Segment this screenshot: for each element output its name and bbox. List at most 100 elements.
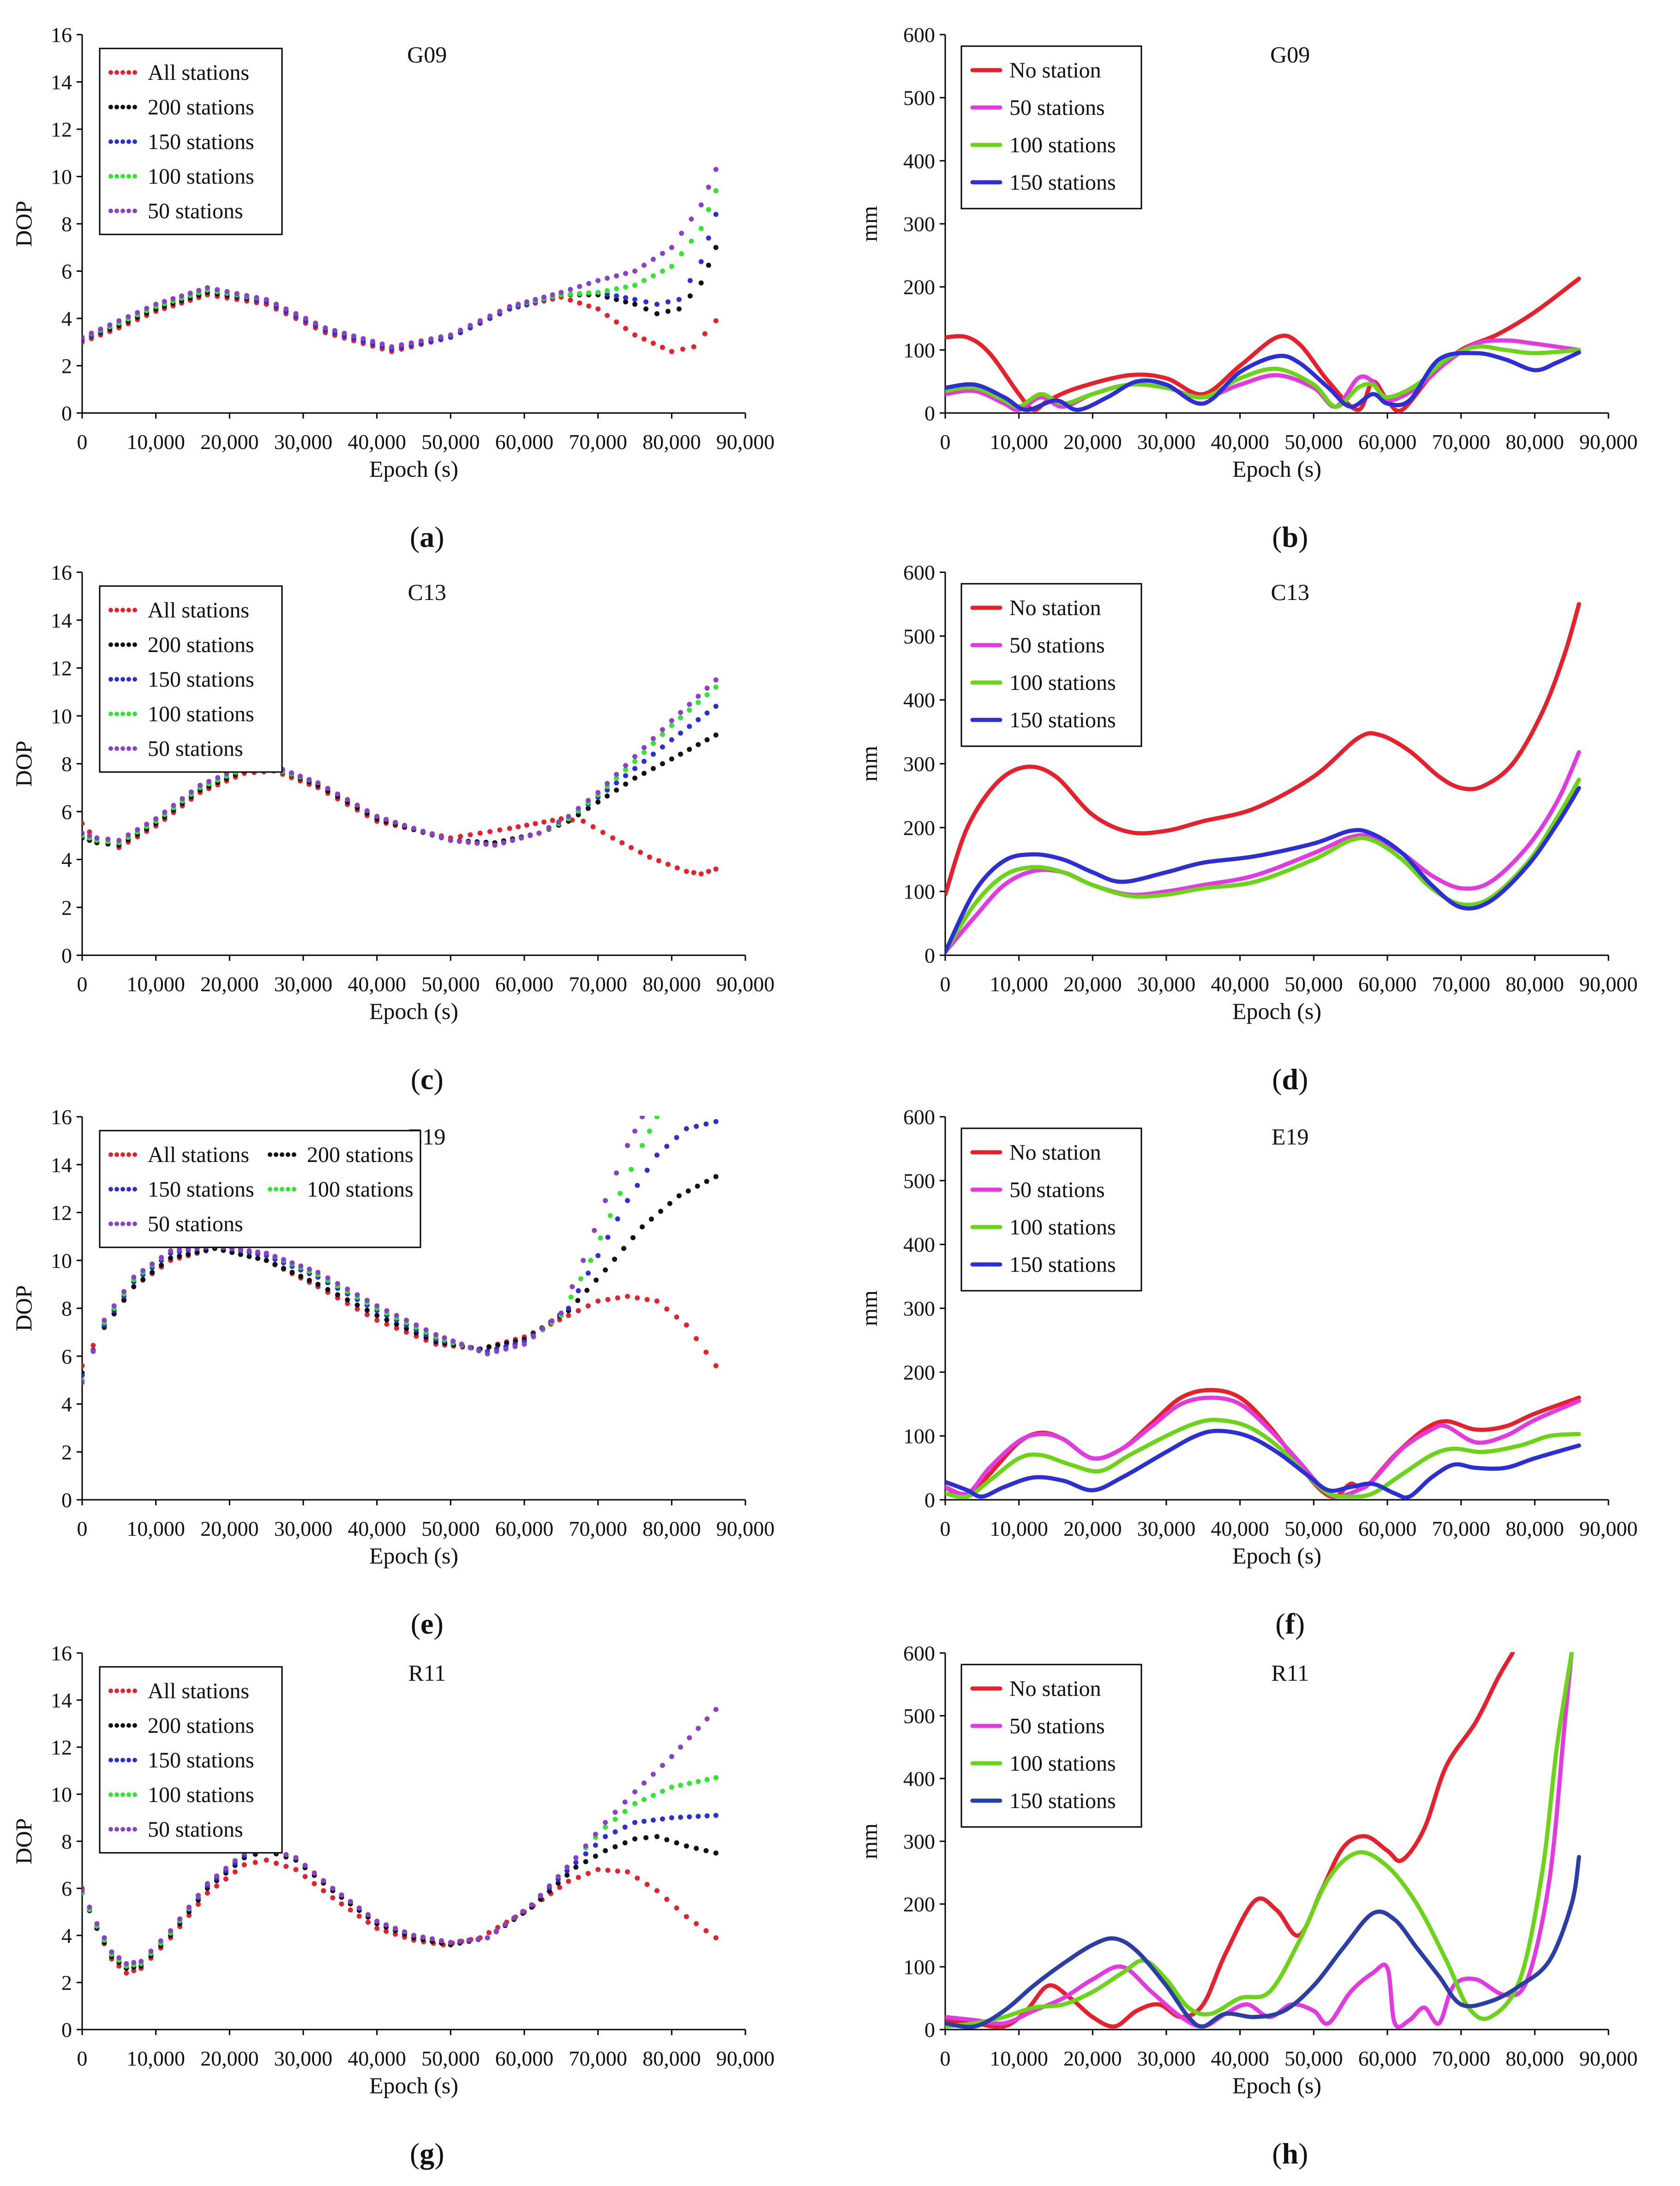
- data-point: [714, 212, 719, 217]
- legend: No station50 stations100 stations150 sta…: [961, 1128, 1141, 1291]
- data-point: [149, 1949, 154, 1954]
- y-tick-label: 12: [51, 1201, 72, 1225]
- x-tick-label: 90,000: [716, 1517, 775, 1540]
- data-point: [687, 707, 692, 713]
- legend-swatch-dot: [126, 608, 131, 612]
- x-tick-label: 20,000: [1063, 430, 1122, 454]
- legend-label: 200 stations: [148, 1713, 254, 1738]
- legend-swatch-dot: [120, 1222, 125, 1226]
- data-point: [632, 283, 637, 288]
- data-point: [162, 299, 167, 304]
- data-point: [595, 790, 600, 795]
- data-point: [105, 837, 110, 842]
- data-point: [703, 1848, 708, 1853]
- x-tick-label: 10,000: [126, 1517, 185, 1540]
- data-point: [365, 1312, 370, 1317]
- legend: All stations200 stations150 stations100 …: [100, 48, 282, 234]
- data-point: [647, 855, 652, 860]
- data-point: [312, 1881, 317, 1886]
- y-tick-label: 400: [903, 1233, 935, 1257]
- data-point: [593, 1843, 598, 1848]
- legend-swatch-dot: [108, 1723, 113, 1728]
- x-axis-label: Epoch (s): [369, 998, 458, 1024]
- data-point: [345, 1287, 350, 1292]
- data-point: [714, 704, 719, 709]
- x-tick-label: 50,000: [421, 1517, 480, 1540]
- legend-swatch-dot: [132, 746, 137, 751]
- data-point: [468, 1345, 473, 1350]
- data-point: [612, 1257, 617, 1262]
- data-point: [131, 1960, 136, 1965]
- data-point: [678, 1815, 683, 1820]
- data-point: [595, 306, 600, 311]
- data-point: [529, 1902, 534, 1907]
- data-point: [355, 803, 360, 808]
- data-point: [642, 263, 647, 268]
- legend-swatch-dot: [114, 608, 119, 612]
- y-tick-label: 100: [903, 338, 935, 362]
- data-point: [321, 1878, 326, 1883]
- data-point: [168, 1256, 173, 1261]
- x-axis-label: Epoch (s): [1232, 2072, 1321, 2098]
- x-tick-label: 30,000: [1137, 2047, 1196, 2070]
- data-point: [632, 1836, 637, 1841]
- series-line-50-stations: [945, 1398, 1579, 1497]
- chart-title: E19: [1272, 1124, 1309, 1150]
- data-point: [233, 1858, 238, 1863]
- data-point: [654, 1153, 660, 1158]
- data-point: [189, 790, 194, 795]
- legend-swatch-dot: [114, 70, 119, 75]
- data-point: [651, 736, 656, 741]
- data-point: [686, 1188, 691, 1193]
- x-tick-label: 60,000: [1358, 972, 1417, 996]
- data-point: [409, 341, 414, 346]
- data-point: [714, 685, 719, 690]
- data-point: [577, 284, 582, 289]
- y-tick-label: 6: [61, 260, 72, 283]
- legend-swatch-dot: [132, 1222, 137, 1226]
- data-point: [669, 1815, 674, 1821]
- legend-swatch-dot: [114, 139, 119, 144]
- x-tick-label: 50,000: [1284, 430, 1343, 454]
- y-tick-label: 300: [903, 212, 935, 236]
- data-point: [645, 1882, 650, 1887]
- data-point: [640, 1143, 645, 1148]
- data-point: [687, 747, 692, 752]
- y-tick-label: 8: [61, 1830, 72, 1853]
- data-point: [714, 1775, 719, 1780]
- y-tick-label: 16: [51, 1105, 72, 1129]
- data-point: [699, 226, 704, 231]
- data-point: [605, 781, 610, 786]
- data-point: [549, 1318, 554, 1324]
- legend-label: No station: [1009, 1677, 1101, 1701]
- x-tick-label: 0: [940, 430, 951, 454]
- data-point: [651, 1772, 656, 1777]
- legend-swatch-dot: [108, 209, 113, 213]
- data-point: [687, 1815, 692, 1820]
- data-point: [704, 1179, 709, 1184]
- data-point: [566, 814, 571, 819]
- data-point: [348, 1899, 353, 1904]
- legend-swatch-dot: [126, 746, 131, 751]
- data-point: [448, 1940, 453, 1945]
- data-point: [684, 1323, 689, 1328]
- legend-label: 50 stations: [148, 1212, 243, 1236]
- data-point: [714, 1707, 719, 1712]
- data-point: [593, 1832, 598, 1837]
- data-point: [632, 297, 637, 302]
- legend-swatch-dot: [120, 1723, 125, 1728]
- x-tick-label: 80,000: [1506, 972, 1564, 996]
- y-axis-label: mm: [856, 1290, 882, 1326]
- legend-swatch-dot: [114, 105, 119, 109]
- data-point: [466, 840, 471, 845]
- series-all-stations: [80, 768, 719, 876]
- data-point: [393, 1926, 398, 1931]
- data-point: [487, 313, 492, 318]
- data-point: [289, 770, 294, 775]
- data-point: [492, 843, 498, 848]
- legend-swatch-dot: [126, 1187, 131, 1192]
- data-point: [623, 1840, 628, 1845]
- data-point: [540, 1326, 545, 1331]
- data-point: [294, 1855, 299, 1860]
- legend-swatch-dot: [114, 712, 119, 716]
